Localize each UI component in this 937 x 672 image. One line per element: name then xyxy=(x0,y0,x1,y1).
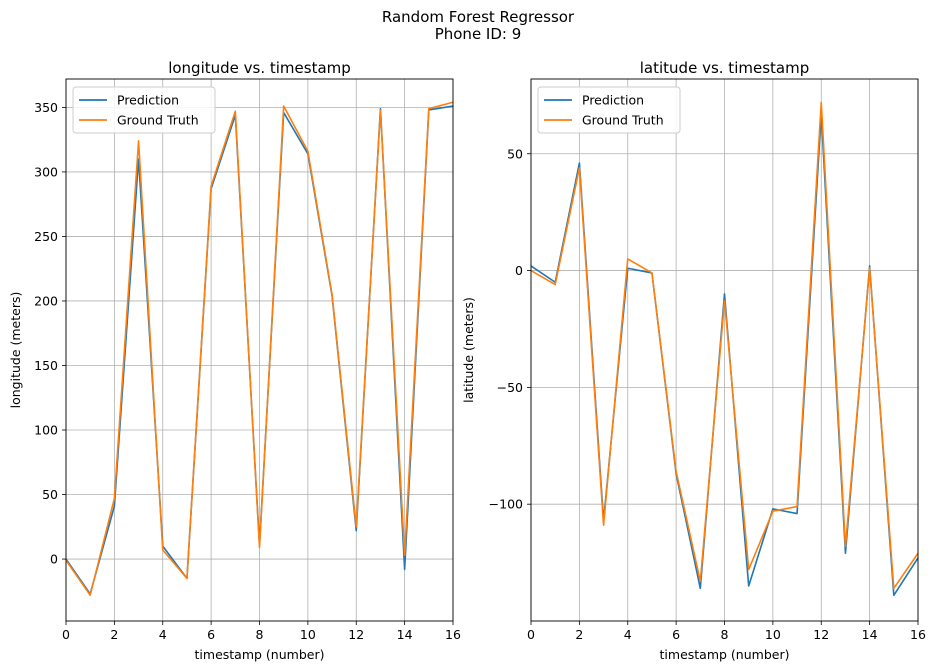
x-tick-label: 12 xyxy=(813,627,829,642)
x-tick-label: 16 xyxy=(910,627,926,642)
x-tick-label: 8 xyxy=(256,627,264,642)
chart-title: longitude vs. timestamp xyxy=(168,59,351,77)
x-tick-label: 14 xyxy=(397,627,413,642)
x-tick-label: 8 xyxy=(721,627,729,642)
x-tick-label: 0 xyxy=(62,627,70,642)
x-tick-label: 2 xyxy=(575,627,583,642)
legend-label-prediction: Prediction xyxy=(582,93,644,108)
y-axis-label: latitude (meters) xyxy=(461,297,476,403)
y-tick-label: −50 xyxy=(497,380,523,395)
y-tick-label: 50 xyxy=(42,487,58,502)
y-tick-label: 300 xyxy=(34,164,58,179)
x-tick-label: 16 xyxy=(445,627,461,642)
series-line-ground-truth xyxy=(530,101,919,590)
chart-panels: 0 2 4 6 8 10 12 14 16050100150200250300350longit… xyxy=(8,59,926,662)
y-tick-label: 350 xyxy=(34,100,58,115)
x-tick-label: 6 xyxy=(672,627,680,642)
x-tick-label: 2 xyxy=(110,627,118,642)
legend: Prediction Ground Truth xyxy=(72,86,216,134)
y-tick-label: 200 xyxy=(34,293,58,308)
y-tick-label: 150 xyxy=(34,358,58,373)
x-axis-label: timestamp (number) xyxy=(195,647,325,662)
x-tick-label: 14 xyxy=(862,627,878,642)
suptitle-line2: Phone ID: 9 xyxy=(435,25,522,43)
y-tick-label: 250 xyxy=(34,229,58,244)
x-tick-label: 10 xyxy=(300,627,316,642)
chart-latitude: 0 2 4 6 8 10 12 14 16 −100 −50 0 50 latitude vs. time… xyxy=(461,59,926,662)
y-axis-label: longitude (meters) xyxy=(8,292,23,409)
x-tick-label: 0 xyxy=(527,627,535,642)
y-tick-label: 0 xyxy=(515,263,523,278)
legend-box xyxy=(72,86,216,134)
legend-box xyxy=(537,86,681,134)
y-tick-label: 50 xyxy=(507,146,523,161)
x-tick-label: 12 xyxy=(348,627,364,642)
legend-label-prediction: Prediction xyxy=(117,93,179,108)
legend-label-ground-truth: Ground Truth xyxy=(582,113,664,128)
x-axis-label: timestamp (number) xyxy=(660,647,790,662)
y-tick-label: −100 xyxy=(489,497,523,512)
y-tick-label: 100 xyxy=(34,423,58,438)
x-tick-label: 4 xyxy=(159,627,167,642)
series-line-ground-truth xyxy=(65,101,454,596)
suptitle-line1: Random Forest Regressor xyxy=(382,8,575,26)
chart-title: latitude vs. timestamp xyxy=(640,59,809,77)
legend-label-ground-truth: Ground Truth xyxy=(117,113,199,128)
legend: Prediction Ground Truth xyxy=(537,86,681,134)
y-tick-label: 0 xyxy=(50,552,58,567)
x-tick-label: 4 xyxy=(624,627,632,642)
x-tick-label: 6 xyxy=(207,627,215,642)
chart-longitude: 0 2 4 6 8 10 12 14 16 0 50 100 150 200 250 300 350 longit… xyxy=(8,59,461,662)
x-tick-label: 10 xyxy=(765,627,781,642)
